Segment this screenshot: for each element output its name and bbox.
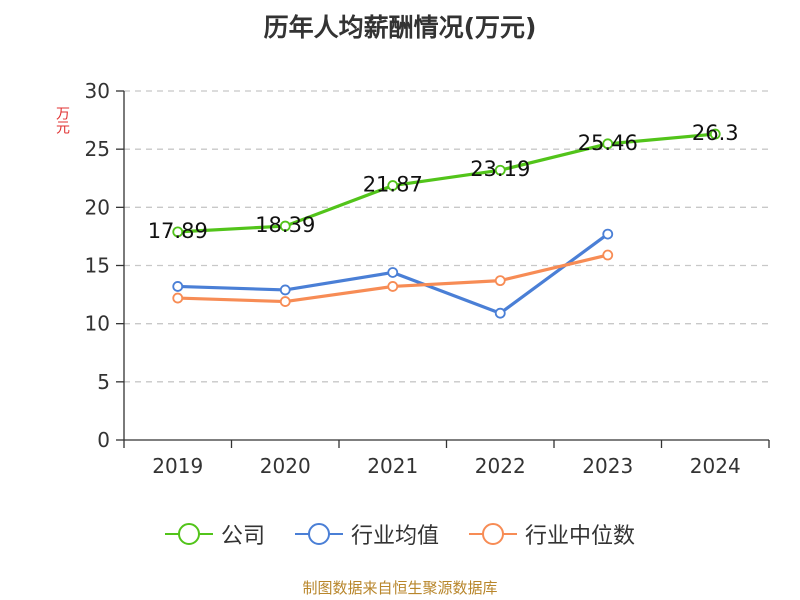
y-tick-label: 15 [85, 254, 110, 278]
data-point-company [602, 138, 614, 150]
y-tick-label: 25 [85, 137, 110, 161]
data-label-company: 23.19 [470, 157, 530, 181]
y-tick-label: 10 [85, 312, 110, 336]
data-label-company: 21.87 [363, 173, 423, 197]
data-point-company [172, 226, 184, 238]
data-label-company: 17.89 [148, 219, 208, 243]
data-point-industry-mean [387, 267, 399, 278]
legend-item-industry-median[interactable]: 行业中位数 [469, 518, 635, 550]
data-point-industry-mean [279, 284, 291, 296]
x-tick-label: 2019 [152, 454, 203, 478]
x-tick-label: 2023 [582, 454, 633, 478]
data-point-industry-median [279, 296, 291, 307]
legend-item-company[interactable]: 公司 [164, 518, 265, 550]
data-point-company [279, 220, 291, 232]
legend-item-industry-mean[interactable]: 行业均值 [294, 518, 439, 550]
legend-label-industry-mean: 行业均值 [350, 524, 439, 549]
x-tick-label: 2020 [260, 454, 311, 478]
legend-marker-industry-mean [294, 523, 343, 545]
legend: 公司 行业均值 行业中位数 [0, 518, 800, 550]
x-tick-label: 2024 [690, 454, 741, 478]
data-label-company: 25.46 [578, 131, 638, 155]
y-tick-label: 0 [97, 428, 110, 452]
y-tick-label: 5 [97, 370, 110, 394]
y-axis-label: 万元 [54, 106, 70, 134]
data-label-company: 26.3 [692, 121, 739, 145]
y-tick-label: 30 [85, 79, 110, 103]
data-point-company [709, 128, 721, 140]
legend-marker-company [164, 523, 213, 545]
data-point-industry-median [602, 249, 614, 261]
chart-title: 历年人均薪酬情况(万元) [263, 13, 537, 42]
data-point-industry-median [387, 281, 399, 292]
legend-label-industry-median: 行业中位数 [525, 524, 636, 549]
legend-marker-industry-median [469, 523, 517, 545]
x-tick-label: 2021 [367, 454, 418, 478]
data-point-industry-median [172, 292, 184, 304]
data-point-industry-mean [172, 281, 184, 292]
source-note: 制图数据来自恒生聚源数据库 [302, 579, 498, 597]
data-point-industry-median [494, 275, 506, 287]
legend-label-company: 公司 [220, 524, 265, 549]
y-tick-label: 20 [85, 195, 110, 219]
data-label-company: 18.39 [255, 213, 315, 237]
data-point-company [387, 180, 399, 191]
x-tick-label: 2022 [475, 454, 526, 478]
data-point-industry-mean [602, 228, 614, 240]
data-point-industry-mean [494, 307, 506, 319]
data-point-company [494, 164, 506, 176]
series-line-industry-median [176, 253, 610, 304]
series-line-company [176, 132, 717, 234]
